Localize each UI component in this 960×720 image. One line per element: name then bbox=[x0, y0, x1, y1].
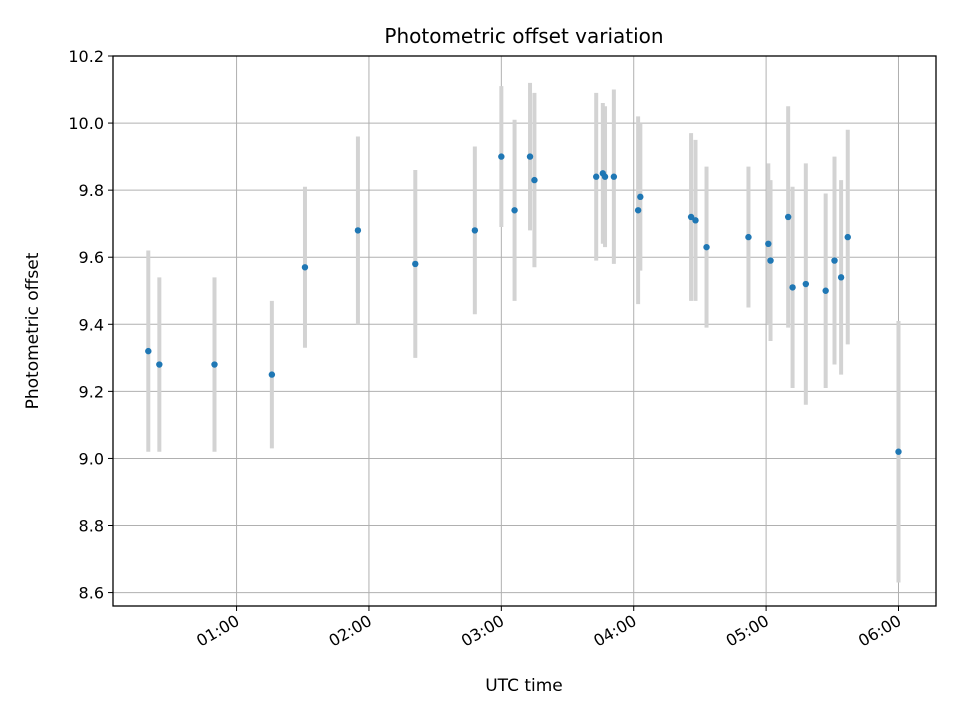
data-point bbox=[511, 207, 518, 214]
data-point bbox=[610, 173, 618, 180]
data-point bbox=[837, 274, 845, 281]
y-tick-label: 9.4 bbox=[79, 315, 104, 334]
data-point bbox=[789, 284, 796, 291]
data-point bbox=[802, 280, 810, 288]
data-point bbox=[145, 347, 152, 355]
y-tick-label: 8.6 bbox=[79, 584, 104, 603]
data-point bbox=[211, 361, 218, 368]
data-point bbox=[765, 240, 772, 248]
data-point bbox=[692, 217, 699, 224]
data-point bbox=[268, 371, 276, 378]
plot-frame bbox=[112, 55, 937, 607]
data-point bbox=[531, 176, 538, 184]
data-point bbox=[703, 243, 710, 251]
y-tick-label: 10.2 bbox=[68, 47, 104, 66]
data-point bbox=[687, 213, 695, 221]
data-point bbox=[745, 233, 752, 241]
chart-title: Photometric offset variation bbox=[384, 24, 663, 48]
data-point bbox=[767, 257, 774, 264]
data-point bbox=[637, 193, 644, 201]
data-point bbox=[895, 448, 902, 455]
data-point bbox=[831, 257, 838, 264]
y-tick-label: 9.6 bbox=[79, 248, 104, 267]
data-point bbox=[822, 287, 829, 294]
data-point bbox=[526, 153, 534, 160]
data-points bbox=[145, 153, 902, 455]
data-point bbox=[593, 173, 600, 180]
data-point bbox=[301, 264, 309, 271]
y-axis-title: Photometric offset bbox=[23, 252, 43, 409]
data-point bbox=[498, 153, 505, 160]
data-point bbox=[601, 173, 609, 180]
data-point bbox=[156, 361, 163, 368]
data-point bbox=[784, 213, 792, 221]
data-point bbox=[471, 227, 479, 234]
y-tick-label: 9.0 bbox=[79, 449, 104, 468]
y-tick-label: 9.2 bbox=[79, 382, 104, 401]
y-tick-label: 9.8 bbox=[79, 181, 104, 200]
data-point bbox=[412, 260, 419, 268]
data-point bbox=[634, 207, 642, 214]
y-axis-ticks: 8.6 8.8 9.0 9.2 9.4 9.6 9.8 10.0 10.2 bbox=[68, 47, 113, 603]
data-point bbox=[844, 233, 851, 241]
y-tick-label: 8.8 bbox=[79, 517, 104, 536]
y-tick-label: 10.0 bbox=[68, 114, 104, 133]
x-axis-title: UTC time bbox=[485, 676, 563, 696]
data-point bbox=[354, 227, 362, 234]
